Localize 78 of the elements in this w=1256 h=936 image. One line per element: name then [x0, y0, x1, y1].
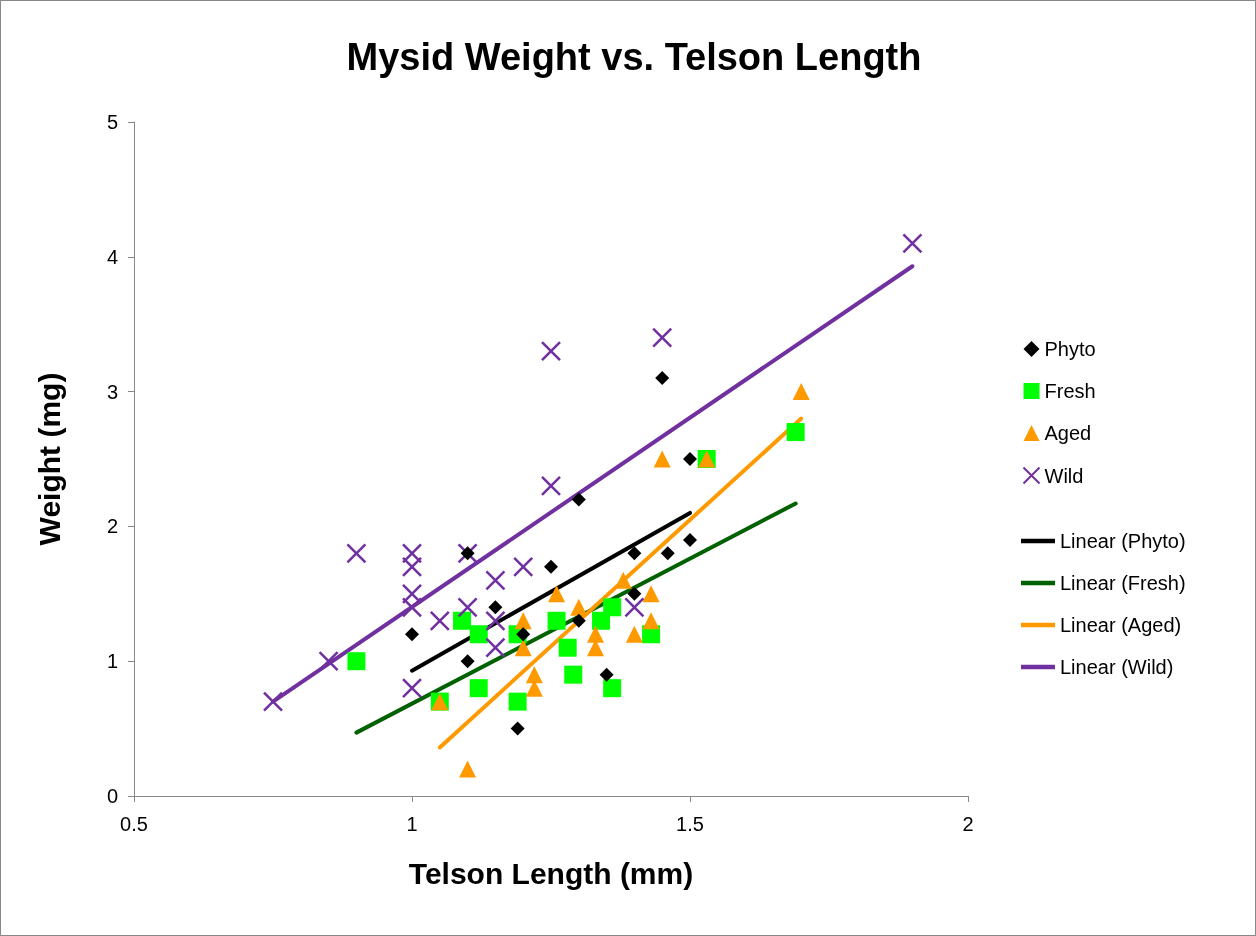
- point: [642, 612, 660, 630]
- point: [571, 492, 586, 507]
- y-tick-label: 5: [106, 111, 118, 133]
- point: [429, 610, 451, 632]
- point: [485, 610, 506, 632]
- point: [599, 667, 614, 682]
- point: [624, 597, 645, 618]
- point: [457, 597, 478, 618]
- point: [485, 637, 506, 658]
- legend-label: Linear (Wild): [1060, 656, 1174, 678]
- legend-label: Linear (Fresh): [1060, 572, 1186, 594]
- point: [653, 450, 671, 468]
- point: [510, 721, 525, 736]
- point: [547, 611, 566, 630]
- point: [548, 585, 566, 603]
- point: [603, 598, 622, 617]
- point: [558, 638, 577, 657]
- point: [603, 679, 622, 698]
- point: [544, 559, 558, 574]
- point: [453, 611, 472, 630]
- x-axis-title: Telson Length (mm): [408, 856, 694, 890]
- point: [570, 598, 588, 616]
- point: [642, 585, 660, 603]
- point: [485, 570, 506, 591]
- point: [508, 692, 527, 711]
- point: [512, 556, 534, 578]
- point: [571, 613, 586, 628]
- point: [540, 475, 562, 497]
- point: [564, 665, 583, 684]
- point: [488, 600, 503, 615]
- y-tick-label: 2: [106, 515, 118, 538]
- legend-label: Phyto: [1044, 338, 1096, 360]
- point: [401, 556, 423, 578]
- point: [683, 532, 697, 547]
- point: [514, 612, 532, 630]
- point: [586, 625, 604, 643]
- point: [786, 423, 805, 442]
- point: [401, 543, 423, 564]
- point: [516, 627, 531, 642]
- y-tick-label: 3: [106, 380, 118, 403]
- x-tick-label: 1.5: [676, 813, 704, 835]
- y-tick-label: 4: [106, 245, 118, 268]
- point: [514, 639, 532, 657]
- x-tick-label: 2: [962, 813, 974, 835]
- point: [627, 586, 642, 601]
- point: [401, 677, 423, 699]
- point: [401, 597, 423, 618]
- point: [459, 760, 477, 778]
- point: [540, 340, 562, 362]
- point: [625, 625, 643, 643]
- point: [655, 371, 670, 386]
- point: [346, 543, 367, 564]
- legend-label: Linear (Aged): [1060, 614, 1182, 636]
- legend-label: Fresh: [1044, 380, 1096, 402]
- point: [318, 650, 339, 672]
- y-axis-title: Weight (mg): [32, 372, 66, 546]
- point: [347, 652, 366, 671]
- y-tick-label: 0: [106, 785, 118, 807]
- legend-label: Linear (Phyto): [1060, 530, 1186, 552]
- point: [469, 679, 488, 698]
- legend-label: Wild: [1044, 464, 1084, 487]
- point: [651, 327, 673, 348]
- legend-label: Aged: [1044, 422, 1092, 444]
- point: [627, 546, 642, 561]
- x-tick-label: 0.5: [120, 813, 148, 835]
- point: [660, 546, 675, 561]
- point: [262, 691, 284, 712]
- point: [902, 233, 923, 254]
- x-tick-label: 1: [406, 813, 418, 835]
- point: [469, 625, 488, 644]
- point: [401, 583, 423, 605]
- y-tick-label: 1: [106, 650, 118, 673]
- point: [405, 627, 419, 642]
- point: [525, 666, 543, 684]
- point: [683, 452, 697, 466]
- point: [792, 383, 810, 401]
- point: [460, 654, 475, 669]
- chart-title: Mysid Weight vs. Telson Length: [346, 36, 922, 78]
